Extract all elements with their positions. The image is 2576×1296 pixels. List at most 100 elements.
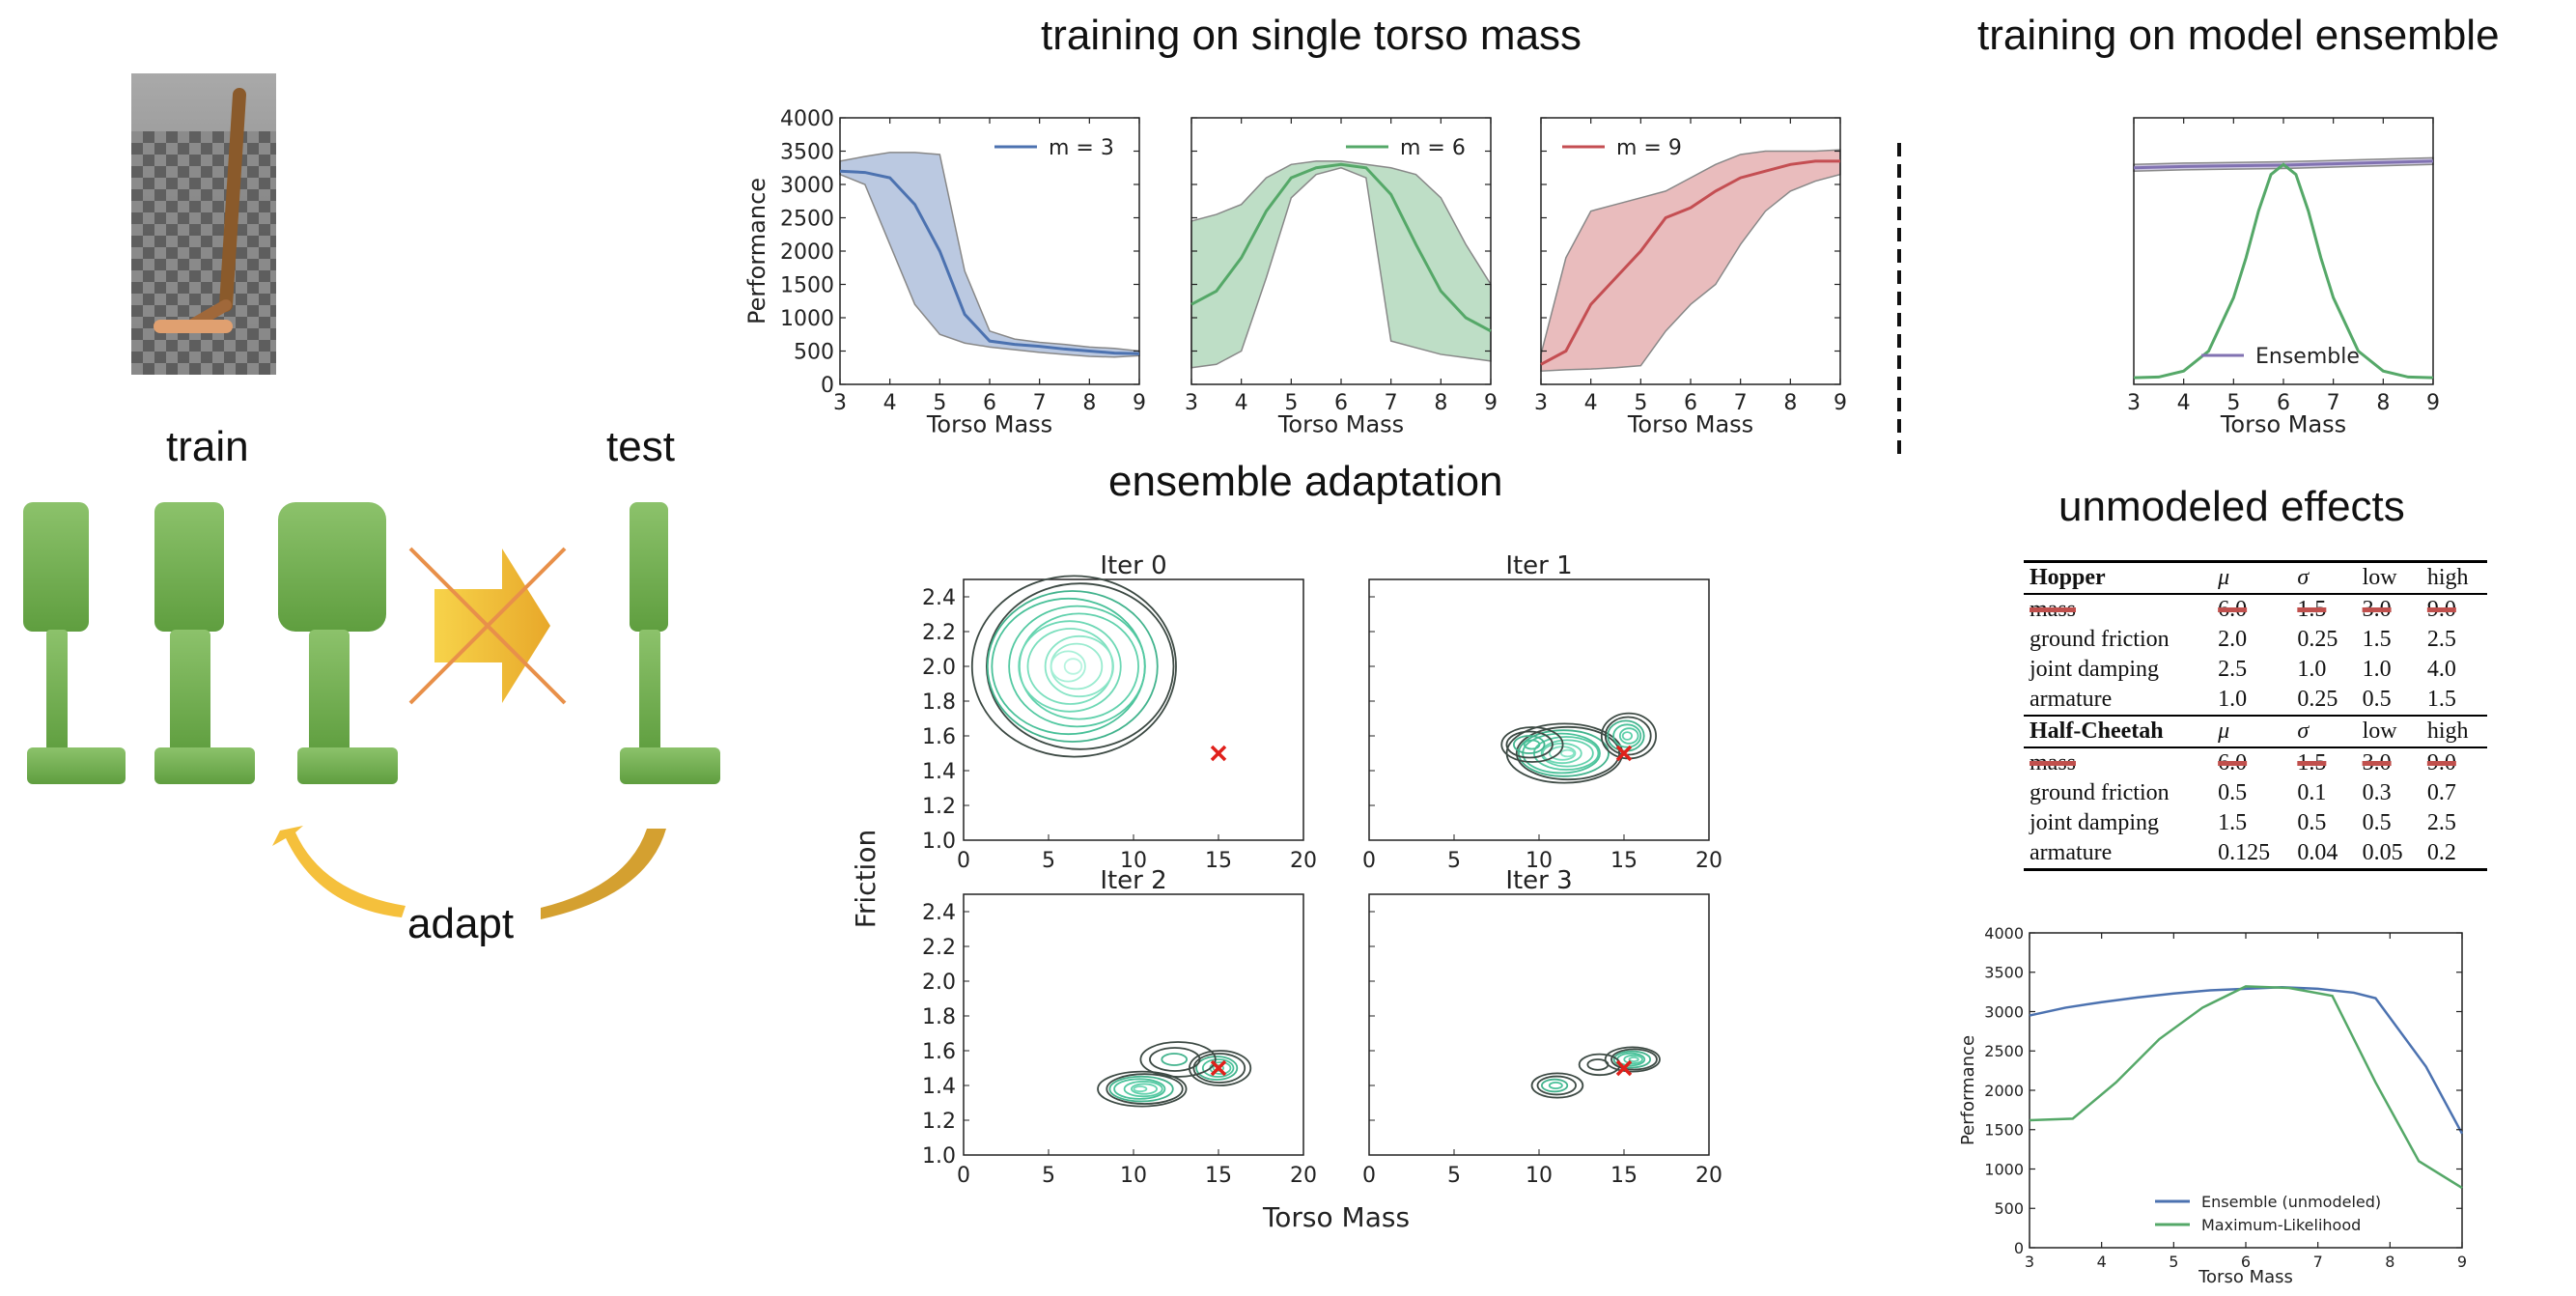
table-column-header: σ — [2291, 560, 2357, 594]
contour-plot-iter0: Iter 0 0 5 10 15 20 1.0 1.2 1.4 1.6 1.8 2.0 2.2 2.4 — [922, 551, 1317, 873]
x-tick-label: 5 — [1447, 849, 1461, 873]
y-tick-label: 0 — [821, 374, 834, 398]
x-tick-label: 15 — [1610, 1164, 1638, 1188]
contour-level — [1097, 1070, 1188, 1108]
contour-title: Iter 0 — [1100, 551, 1166, 580]
contour-level — [1108, 1075, 1174, 1103]
x-tick-label: 15 — [1610, 849, 1638, 873]
confidence-band-m3-0 — [839, 152, 1140, 358]
table-cell: 0.3 — [2362, 780, 2392, 805]
y-tick-label: 2000 — [780, 240, 834, 265]
table-cell: 1.0 — [2362, 657, 2392, 682]
train-label: train — [166, 423, 249, 470]
params-table: Hopper μ σ low high mass 6.0 1.5 3.0 9.0 ground fr… — [2024, 560, 2487, 871]
x-tick-label: 7 — [1385, 391, 1398, 415]
contour-grid: Iter 00 5 10 15 201.01.21.41.61.82.02.22.4It… — [850, 551, 1722, 1233]
table-cell: 9.0 — [2421, 593, 2487, 625]
x-tick-label: 10 — [1120, 849, 1147, 873]
table-cell: 2.0 — [2218, 627, 2248, 652]
legend-label: Maximum-Likelihood — [2201, 1216, 2361, 1234]
x-tick-label: 7 — [1033, 391, 1047, 415]
contour-frame — [963, 893, 1304, 1156]
y-tick-label: 2.2 — [922, 621, 956, 645]
table-column-header: low — [2356, 715, 2422, 747]
table-column-header: low — [2356, 560, 2422, 594]
series-line-m6-0 — [1190, 162, 1492, 333]
contour-level — [1586, 1058, 1610, 1071]
x-tick-label: 5 — [1042, 1164, 1055, 1188]
contour-frame — [1368, 893, 1710, 1156]
y-tick-label: 3000 — [1984, 1002, 2024, 1021]
heading-unmodeled: unmodeled effects — [2058, 483, 2405, 530]
y-tick-label: 1000 — [1984, 1160, 2024, 1178]
table-cell: 3.0 — [2356, 593, 2422, 625]
x-tick-label: 5 — [1634, 391, 1647, 415]
train-test-illustration — [23, 502, 720, 919]
table-cell: 0.25 — [2297, 687, 2338, 712]
robot-medium — [154, 502, 255, 784]
y-tick-label: 1.0 — [922, 830, 956, 854]
contour-level — [1604, 716, 1652, 756]
x-tick-label: 20 — [1695, 1164, 1722, 1188]
x-tick-label: 9 — [2457, 1253, 2467, 1271]
x-tick-label: 5 — [1042, 849, 1055, 873]
contour-level — [1018, 620, 1122, 713]
y-tick-label: 500 — [794, 340, 834, 364]
x-tick-label: 9 — [2426, 391, 2440, 415]
contour-level — [1192, 1053, 1246, 1084]
y-tick-label: 1.4 — [922, 760, 956, 784]
table-param-name: joint damping — [2030, 657, 2159, 682]
table-cell: 2.5 — [2426, 627, 2456, 652]
chart-ensemble: 3 4 5 6 7 8 9 Torso Mass Ensemble — [2127, 117, 2440, 438]
contour-level — [1610, 1048, 1658, 1071]
y-tick-label: 2500 — [780, 207, 834, 231]
contour-plot-iter2: Iter 2 0 5 10 15 20 1.0 1.2 1.4 1.6 1.8 2.0 2.2 2.4 — [922, 866, 1317, 1188]
contour-level — [1523, 739, 1541, 750]
y-tick-label: 1.2 — [922, 795, 956, 819]
x-tick-label: 8 — [1434, 391, 1447, 415]
y-tick-label: 1.4 — [922, 1075, 956, 1099]
contour-level — [1518, 729, 1610, 777]
y-axis-label: Performance — [1958, 1035, 1978, 1145]
table-cell: 0.5 — [2362, 810, 2392, 835]
table-cell: 1.5 — [2291, 747, 2357, 778]
contour-level — [1512, 735, 1546, 754]
table-param-name: armature — [2030, 687, 2113, 712]
table-param-name: ground friction — [2030, 780, 2170, 805]
y-tick-label: 1.8 — [922, 1005, 956, 1029]
x-tick-label: 8 — [2376, 391, 2390, 415]
contour-level — [1505, 730, 1554, 759]
table-row: joint damping 2.5 1.0 1.0 4.0 — [2024, 655, 2487, 685]
table-row: ground friction 2.0 0.25 1.5 2.5 — [2024, 625, 2487, 655]
contour-x-axis-label: Torso Mass — [1262, 1201, 1410, 1233]
contour-title: Iter 2 — [1100, 866, 1166, 895]
legend-label: Ensemble — [2255, 345, 2360, 369]
x-tick-label: 10 — [1120, 1164, 1147, 1188]
y-tick-label: 1500 — [780, 273, 834, 297]
x-tick-label: 0 — [957, 849, 970, 873]
table-cell: 1.5 — [2426, 687, 2456, 712]
table-cell: 1.0 — [2218, 687, 2248, 712]
table-cell: 0.5 — [2218, 780, 2248, 805]
table-param-name: ground friction — [2030, 627, 2170, 652]
x-tick-label: 15 — [1205, 849, 1232, 873]
chart-unmodeled: 3 4 5 6 7 8 9 0 500 1000 1500 2000 2500 3000 3500 4000 T… — [1958, 925, 2467, 1287]
chart-m6: 3 4 5 6 7 8 9 Torso Mass m = 6 — [1185, 117, 1498, 438]
x-tick-label: 10 — [1526, 1164, 1553, 1188]
table-cell: 0.1 — [2297, 780, 2327, 805]
true-parameter-marker — [1615, 1059, 1633, 1077]
x-tick-label: 0 — [1362, 849, 1376, 873]
table-group-name: Hopper — [2024, 560, 2213, 594]
x-tick-label: 4 — [883, 391, 897, 415]
contour-level — [1530, 1072, 1584, 1099]
x-tick-label: 15 — [1205, 1164, 1232, 1188]
contour-level — [1050, 650, 1086, 683]
series-line-unmodeled-0 — [2029, 985, 2464, 1135]
table-cell: 6.0 — [2212, 747, 2292, 778]
x-tick-label: 4 — [2097, 1253, 2107, 1271]
y-tick-label: 1.0 — [922, 1144, 956, 1169]
contour-level — [1623, 1054, 1643, 1065]
y-tick-label: 1.6 — [922, 725, 956, 749]
y-tick-label: 1500 — [1984, 1121, 2024, 1140]
y-tick-label: 0 — [2014, 1239, 2024, 1257]
